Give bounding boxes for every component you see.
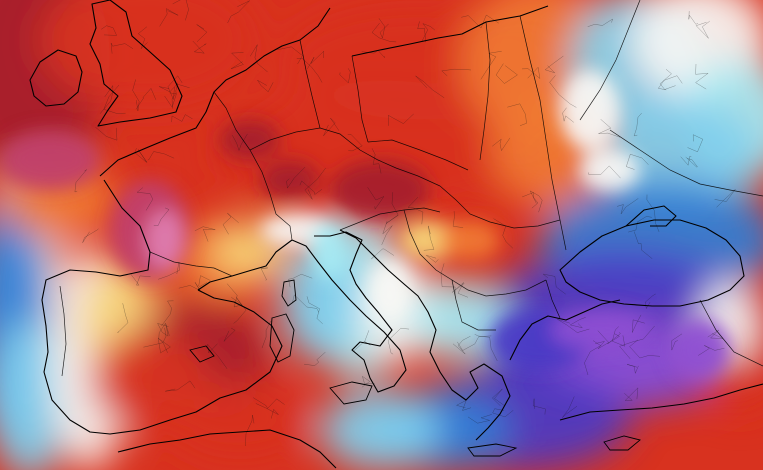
field-patch-purple bbox=[670, 320, 730, 380]
field-patch-magenta bbox=[0, 130, 100, 190]
field-patch-cyan bbox=[310, 220, 350, 280]
field-patch-light_blue bbox=[320, 390, 440, 470]
field-patch-purple bbox=[550, 310, 650, 350]
field-patch-orange bbox=[440, 220, 500, 260]
field-patch-pink bbox=[145, 210, 185, 270]
field-patch-dark_red bbox=[220, 120, 280, 160]
field-patch-white bbox=[370, 260, 410, 320]
field-patch-white bbox=[560, 70, 620, 150]
field-patch-dark_red bbox=[260, 160, 320, 200]
field-patch-dark_red bbox=[330, 160, 430, 220]
field-patch-red bbox=[170, 380, 310, 460]
field-patch-white bbox=[580, 150, 640, 190]
